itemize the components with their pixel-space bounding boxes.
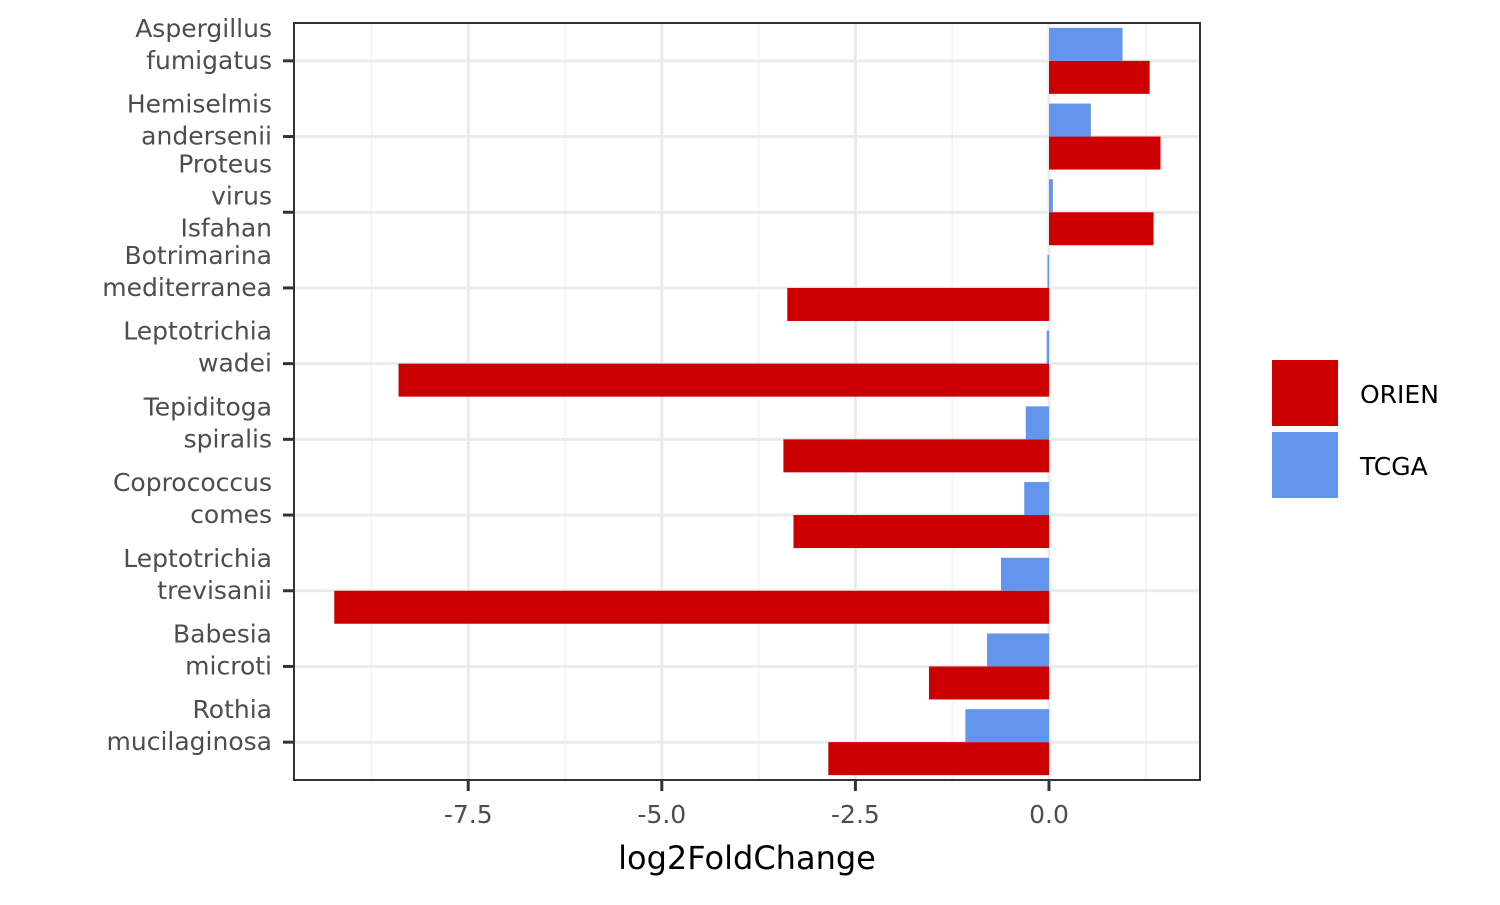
bar-orien: [1049, 136, 1161, 170]
legend: ORIEN TCGA: [1272, 360, 1439, 498]
y-tick-label: trevisanii: [157, 576, 272, 605]
y-tick-label: Isfahan: [180, 213, 272, 242]
bar-orien: [793, 515, 1049, 549]
y-tick-label: Aspergillus: [135, 14, 272, 43]
y-tick-label: comes: [190, 500, 272, 529]
y-tick-label: Leptotrichia: [123, 544, 272, 573]
panel-border: [293, 22, 1201, 781]
bar-orien: [1049, 60, 1150, 94]
legend-label-tcga: TCGA: [1359, 452, 1428, 481]
y-tick-label: mucilaginosa: [107, 727, 272, 756]
x-axis: -7.5 -5.0 -2.5 0.0: [444, 780, 1069, 829]
y-tick-label: Coprococcus: [113, 468, 272, 497]
bar-orien: [928, 666, 1049, 700]
bar-orien: [783, 439, 1049, 473]
bar-orien: [398, 363, 1049, 397]
y-tick-label: Babesia: [173, 619, 272, 648]
x-tick-label: 0.0: [1029, 800, 1069, 829]
bar-orien: [828, 742, 1049, 776]
y-tick-label: mediterranea: [102, 273, 272, 302]
y-tick-label: Proteus: [178, 149, 272, 178]
bar-orien: [334, 590, 1049, 624]
bar-tcga: [1046, 330, 1049, 364]
y-tick-label: fumigatus: [146, 46, 272, 75]
bar-tcga: [1024, 482, 1049, 516]
y-tick-label: Tepiditoga: [143, 392, 272, 421]
legend-key-tcga: [1272, 432, 1338, 498]
bar-tcga: [1025, 406, 1049, 440]
bar-tcga: [1049, 103, 1091, 137]
x-tick-label: -5.0: [637, 800, 686, 829]
legend-label-orien: ORIEN: [1360, 380, 1439, 409]
bar-tcga: [965, 709, 1049, 743]
bar-orien: [1049, 212, 1154, 246]
y-tick-label: andersenii: [141, 122, 272, 151]
x-tick-label: -7.5: [444, 800, 493, 829]
y-tick-label: Leptotrichia: [123, 317, 272, 346]
bar-tcga: [1049, 179, 1053, 213]
bar-tcga: [1049, 27, 1123, 61]
y-axis: Rothia mucilaginosa Babesia microti Leptotri…: [102, 14, 294, 756]
bar-layer: [334, 27, 1161, 776]
bar-orien: [787, 287, 1049, 321]
y-tick-label: Hemiselmis: [127, 90, 272, 119]
x-tick-label: -2.5: [831, 800, 880, 829]
bar-tcga: [987, 633, 1049, 667]
x-axis-title: log2FoldChange: [618, 839, 876, 877]
bar-tcga: [1000, 557, 1049, 591]
y-tick-label: Botrimarina: [124, 241, 272, 270]
bar-tcga: [1047, 254, 1049, 288]
y-tick-label: wadei: [198, 349, 272, 378]
legend-key-orien: [1272, 360, 1338, 426]
y-tick-label: Rothia: [193, 695, 272, 724]
y-tick-label: spiralis: [184, 424, 272, 453]
y-tick-label: virus: [211, 181, 272, 210]
y-tick-label: microti: [185, 651, 272, 680]
